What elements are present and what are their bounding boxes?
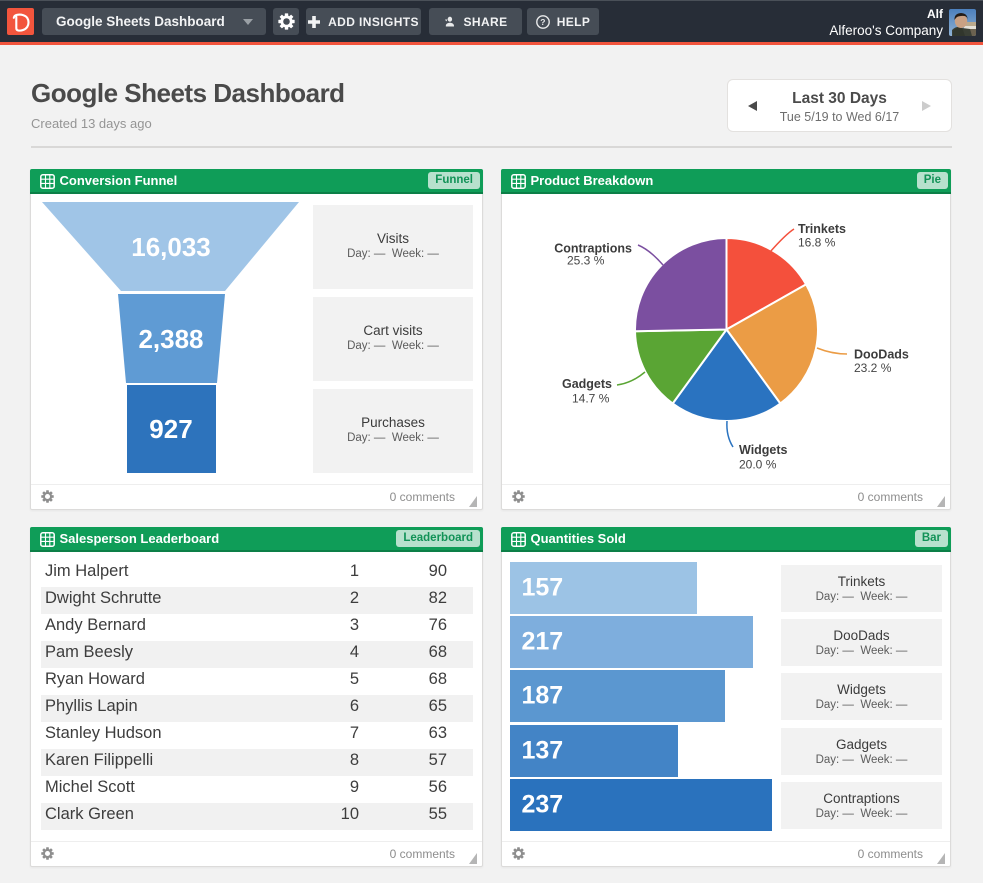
svg-text:20.0 %: 20.0 % [739, 458, 777, 472]
svg-text:14.7 %: 14.7 % [572, 392, 610, 406]
svg-text:Gadgets: Gadgets [562, 377, 612, 391]
svg-text:927: 927 [149, 414, 192, 444]
svg-text:Trinkets: Trinkets [798, 222, 846, 236]
svg-text:25.3 %: 25.3 % [567, 254, 605, 268]
svg-text:Widgets: Widgets [739, 443, 788, 457]
svg-text:23.2 %: 23.2 % [854, 361, 892, 375]
svg-text:?: ? [540, 17, 546, 27]
svg-text:DooDads: DooDads [854, 348, 909, 362]
svg-text:16.8 %: 16.8 % [798, 236, 836, 250]
svg-text:Contraptions: Contraptions [554, 242, 632, 256]
svg-text:16,033: 16,033 [131, 232, 211, 262]
svg-text:2,388: 2,388 [138, 324, 203, 354]
